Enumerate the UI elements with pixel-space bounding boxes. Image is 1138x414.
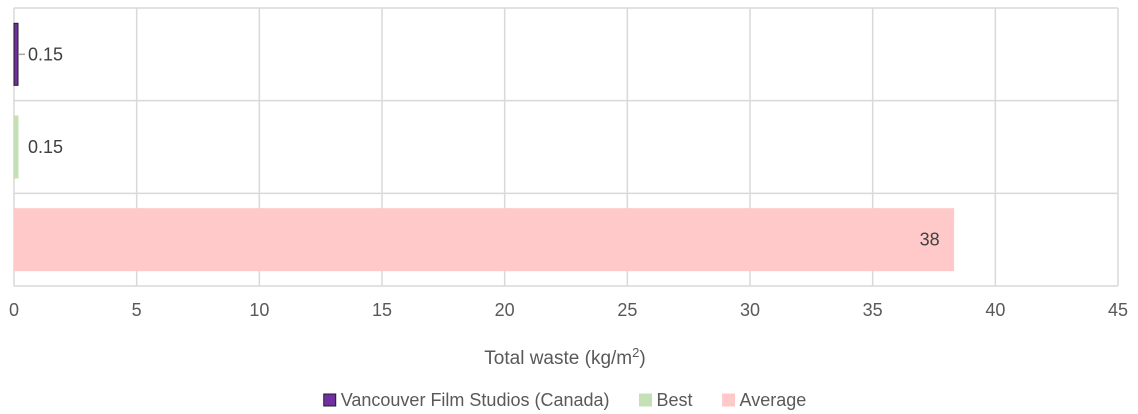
x-tick-label-0: 0 [9,300,19,320]
data-label-0: 0.15 [28,44,63,64]
x-tick-label-35: 35 [863,300,883,320]
bars: 0.15 0.15 38 [13,22,955,272]
x-tick-label-20: 20 [495,300,515,320]
legend-swatch-0 [323,393,337,407]
x-tick-label-45: 45 [1108,300,1128,320]
x-tick-label-25: 25 [617,300,637,320]
x-axis-ticks: 0 5 10 15 20 25 30 35 40 45 [9,300,1128,320]
x-tick-label-40: 40 [985,300,1005,320]
data-label-1: 0.15 [28,137,63,157]
legend: Vancouver Film Studios (Canada) Best Avera… [323,390,807,410]
legend-label-1: Best [657,390,693,410]
legend-label-2: Average [740,390,807,410]
bar-0 [13,22,19,86]
legend-label-0: Vancouver Film Studios (Canada) [341,390,610,410]
x-tick-label-15: 15 [372,300,392,320]
data-label-2: 38 [920,230,940,250]
x-tick-label-30: 30 [740,300,760,320]
gridlines [13,7,1119,287]
x-axis-title: Total waste (kg/m2) [484,345,645,370]
legend-swatch-2 [722,393,736,407]
x-tick-label-5: 5 [132,300,142,320]
legend-swatch-1 [639,393,653,407]
bar-1 [13,115,19,179]
bar-2 [13,208,955,272]
x-tick-label-10: 10 [249,300,269,320]
